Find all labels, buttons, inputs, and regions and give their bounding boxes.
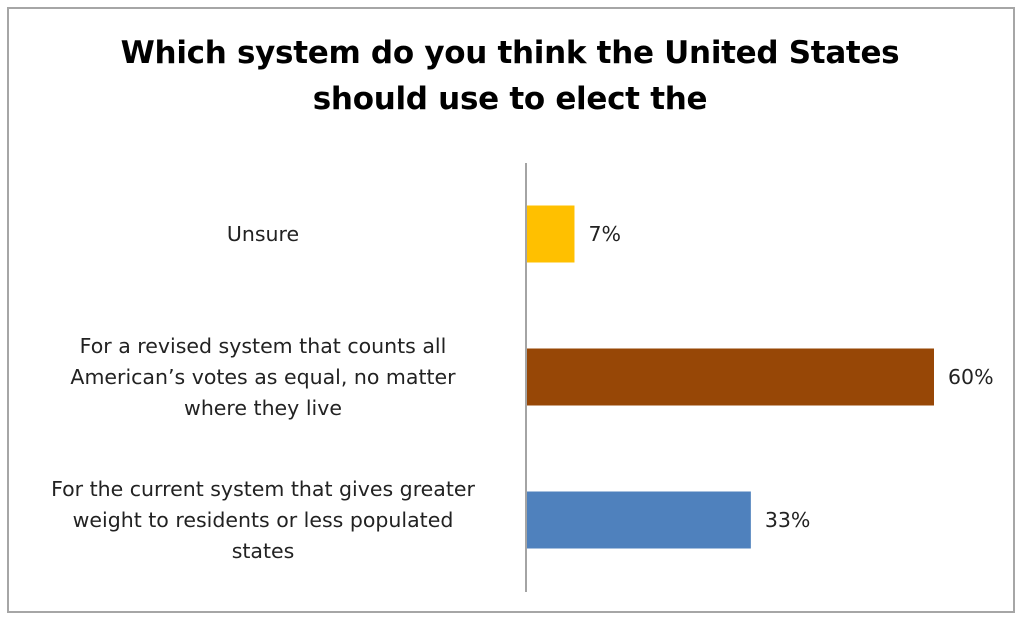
category-label-line: where they live <box>184 395 342 420</box>
category-label-line: weight to residents or less populated <box>72 507 454 532</box>
value-label-0: 7% <box>588 222 621 246</box>
chart-title: Which system do you think the United Sta… <box>120 35 900 117</box>
category-label-2: For the current system that gives greate… <box>23 474 503 567</box>
category-label-line: For a revised system that counts all <box>79 333 447 358</box>
category-label-line: Unsure <box>226 221 300 246</box>
chart-frame <box>7 7 1015 613</box>
category-label-1: For a revised system that counts all Amer… <box>23 331 503 424</box>
bar-2 <box>527 491 751 549</box>
category-label-line: For the current system that gives greate… <box>51 476 475 501</box>
bar-0 <box>527 205 575 263</box>
value-label-2: 33% <box>764 508 811 532</box>
category-label-0: Unsure <box>23 219 503 250</box>
value-label-1: 60% <box>948 365 994 389</box>
category-label-line: American’s votes as equal, no matter <box>70 364 456 389</box>
category-label-line: states <box>231 538 295 563</box>
bar-1 <box>527 348 934 406</box>
